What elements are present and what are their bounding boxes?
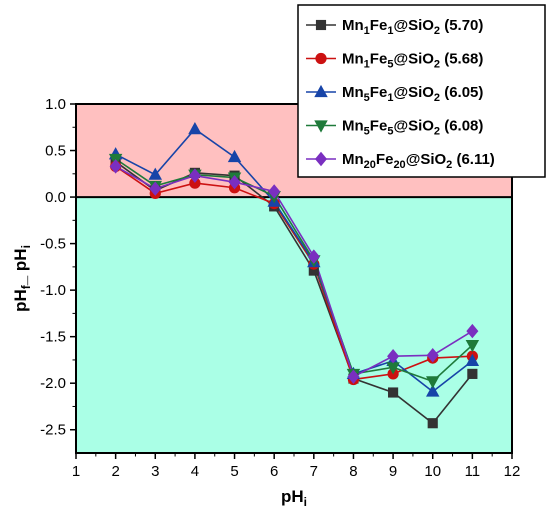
data-point-mn20fe20-sio2-6-11 — [466, 323, 479, 339]
legend-label: Mn1Fe5@SiO2 (5.68) — [342, 51, 483, 71]
legend-label: Mn20Fe20@SiO2 (6.11) — [342, 151, 495, 171]
series-line-mn20fe20-sio2-6-11 — [115, 165, 473, 378]
legend-swatch-marker — [315, 19, 327, 31]
x-tick-label: 12 — [504, 463, 521, 480]
data-point-mn5fe5-sio2-6-08 — [426, 376, 440, 389]
x-tick-label: 3 — [151, 463, 159, 480]
y-tick-label: -1.5 — [40, 329, 66, 346]
region-negative — [76, 197, 512, 453]
data-point-mn5fe1-sio2-6-05 — [426, 384, 440, 397]
x-tick-label: 4 — [191, 463, 199, 480]
data-point-mn20fe20-sio2-6-11 — [109, 159, 122, 174]
y-tick-label: -0.5 — [40, 236, 66, 253]
x-tick-label: 5 — [230, 463, 238, 480]
series-line-mn1fe5-sio2-5-68 — [115, 165, 473, 381]
data-point-mn5fe1-sio2-6-05 — [148, 167, 162, 180]
legend-item-mn1fe1-sio2-5-70: Mn1Fe1@SiO2 (5.70) — [306, 17, 483, 37]
y-tick-label: -1.0 — [40, 282, 66, 299]
x-tick-label: 8 — [349, 463, 357, 480]
legend-swatch-marker — [315, 52, 327, 65]
legend-item-mn20fe20-sio2-6-11: Mn20Fe20@SiO2 (6.11) — [306, 151, 495, 171]
legend-label: Mn5Fe1@SiO2 (6.05) — [342, 84, 483, 104]
y-tick-label: 0.5 — [45, 143, 66, 160]
legend-swatch-marker — [314, 151, 328, 167]
data-point-mn5fe1-sio2-6-05 — [465, 353, 480, 366]
data-point-mn20fe20-sio2-6-11 — [307, 249, 320, 264]
legend-swatch-marker — [314, 84, 328, 98]
x-tick-label: 6 — [270, 463, 278, 480]
data-point-mn1fe1-sio2-5-70 — [388, 387, 399, 398]
legend-item-mn1fe5-sio2-5-68: Mn1Fe5@SiO2 (5.68) — [306, 51, 483, 71]
data-point-mn1fe1-sio2-5-70 — [467, 368, 478, 379]
legend: Mn1Fe1@SiO2 (5.70) Mn1Fe5@SiO2 (5.68) Mn5F… — [297, 4, 546, 178]
legend-label: Mn1Fe1@SiO2 (5.70) — [342, 17, 483, 37]
data-point-mn5fe5-sio2-6-08 — [465, 339, 480, 353]
y-tick-label: -2.0 — [40, 375, 66, 392]
data-point-mn20fe20-sio2-6-11 — [149, 181, 162, 196]
x-tick-label: 7 — [310, 463, 318, 480]
data-point-mn5fe1-sio2-6-05 — [227, 149, 242, 163]
legend-item-mn5fe5-sio2-6-08: Mn5Fe5@SiO2 (6.08) — [306, 118, 483, 138]
data-point-mn20fe20-sio2-6-11 — [268, 184, 281, 199]
series-markers — [108, 121, 480, 429]
data-point-mn5fe1-sio2-6-05 — [188, 121, 202, 135]
y-axis: 1.0 0.5 0.0 -0.5 -1.0 -1.5 -2.0 -2.5 — [40, 96, 76, 439]
legend-box — [297, 4, 546, 178]
y-tick-label: 1.0 — [45, 96, 66, 113]
y-tick-label: 0.0 — [45, 189, 66, 206]
x-tick-label: 10 — [424, 463, 441, 480]
legend-swatch-marker — [314, 120, 328, 133]
x-tick-label: 2 — [111, 463, 119, 480]
data-point-mn20fe20-sio2-6-11 — [347, 369, 360, 384]
y-axis-title: pHf_ pHi — [11, 245, 33, 312]
y-tick-label: -2.5 — [40, 422, 66, 439]
x-axis: 1 2 3 4 5 6 7 8 9 10 11 12 — [72, 453, 521, 480]
x-tick-label: 1 — [72, 463, 80, 480]
data-point-mn20fe20-sio2-6-11 — [387, 348, 400, 364]
data-point-mn20fe20-sio2-6-11 — [228, 174, 241, 190]
x-axis-title: pHi — [281, 487, 307, 509]
series-lines — [115, 128, 473, 425]
legend-item-mn5fe1-sio2-6-05: Mn5Fe1@SiO2 (6.05) — [306, 84, 483, 104]
series-line-mn5fe5-sio2-6-08 — [115, 158, 473, 383]
data-point-mn1fe1-sio2-5-70 — [427, 418, 438, 429]
x-tick-label: 9 — [389, 463, 397, 480]
x-tick-label: 11 — [465, 463, 481, 480]
legend-label: Mn5Fe5@SiO2 (6.08) — [342, 118, 483, 138]
series-line-mn5fe1-sio2-6-05 — [115, 128, 473, 393]
data-point-mn20fe20-sio2-6-11 — [426, 348, 439, 363]
data-point-mn20fe20-sio2-6-11 — [188, 168, 201, 183]
